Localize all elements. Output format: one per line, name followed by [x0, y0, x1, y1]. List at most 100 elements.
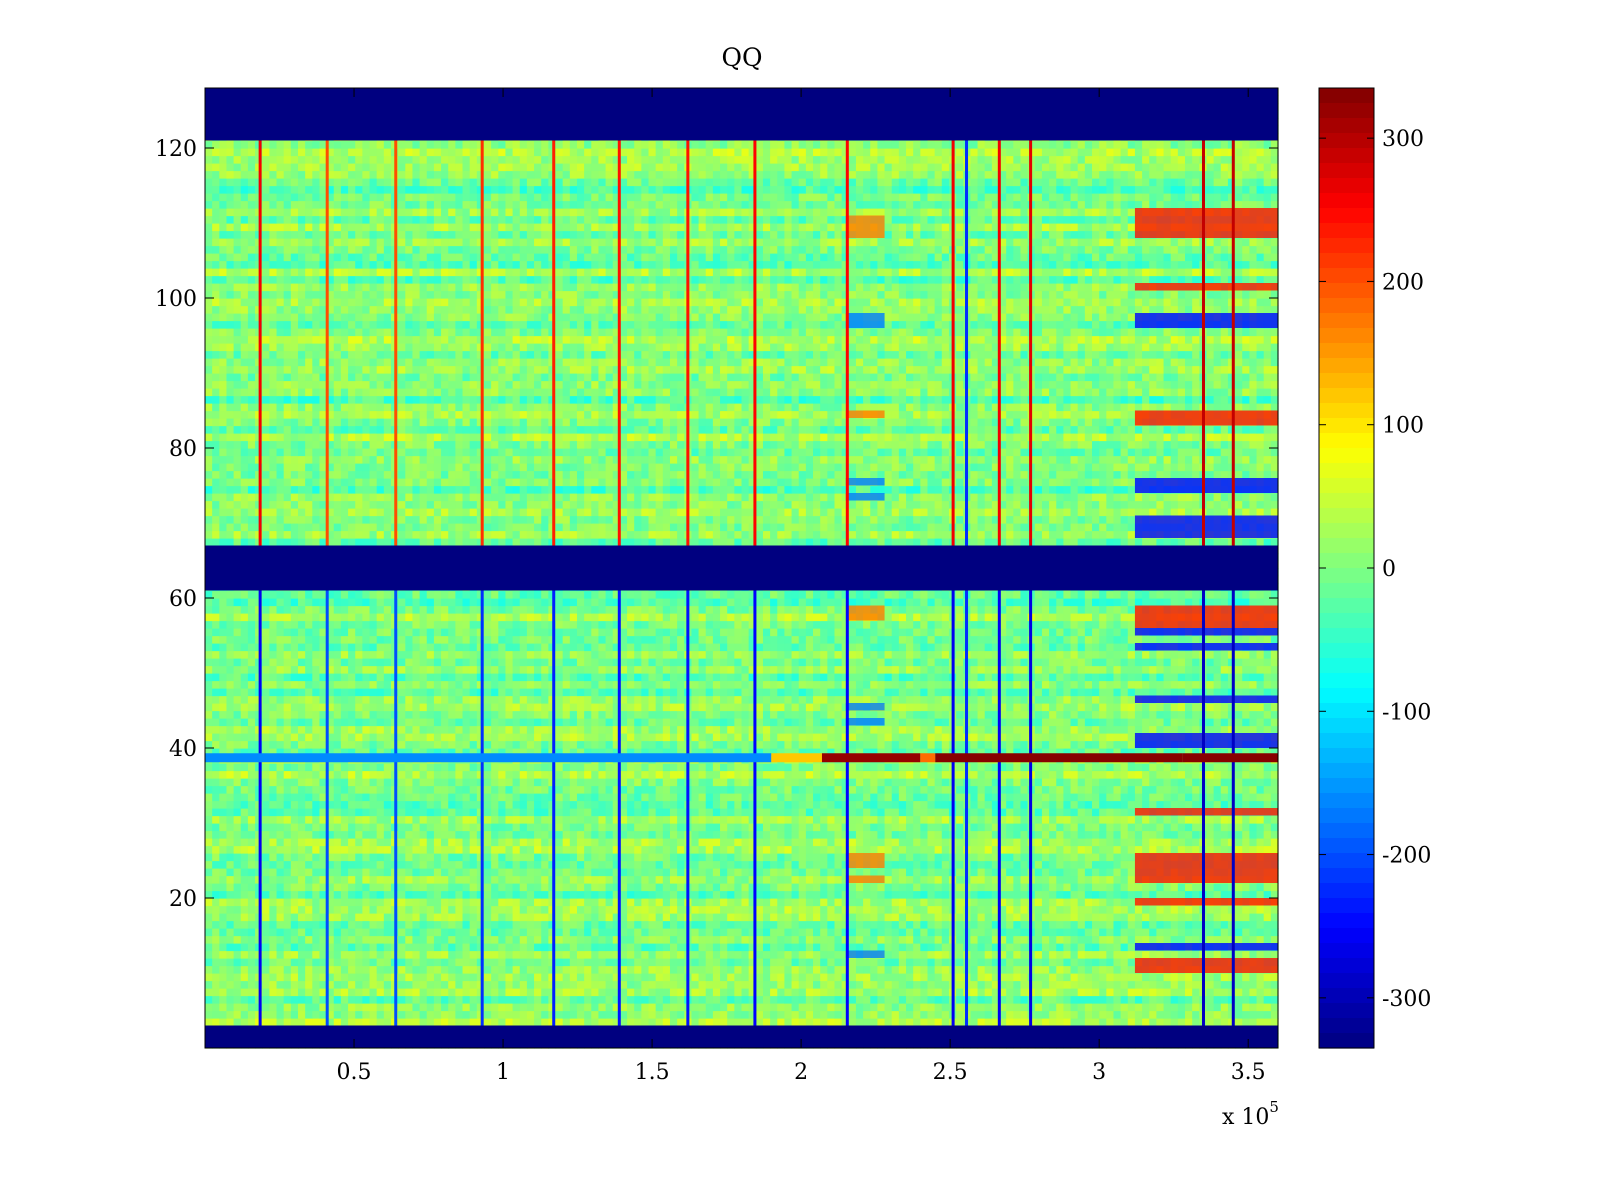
- heatmap-cell: [541, 980, 549, 989]
- heatmap-cell: [1206, 950, 1215, 959]
- heatmap-cell: [526, 830, 535, 839]
- heatmap-cell: [677, 988, 685, 997]
- heatmap-cell: [748, 913, 757, 922]
- heatmap-cell: [448, 913, 456, 922]
- heatmap-cell: [1127, 958, 1136, 967]
- heatmap-cell: [712, 860, 721, 869]
- heatmap-cell: [376, 823, 385, 832]
- heatmap-cell: [512, 973, 521, 982]
- heatmap-cell: [433, 823, 442, 832]
- heatmap-cell: [562, 890, 571, 899]
- heatmap-cell: [348, 1003, 356, 1012]
- heatmap-cell: [612, 1018, 621, 1027]
- heatmap-cell: [305, 823, 313, 832]
- heatmap-cell: [1013, 905, 1022, 914]
- heatmap-cell: [1249, 845, 1258, 854]
- heatmap-cell: [376, 808, 385, 817]
- heatmap-cell: [1034, 800, 1043, 809]
- heatmap-cell: [462, 905, 471, 914]
- heatmap-cell: [634, 898, 642, 907]
- heatmap-cell: [855, 868, 864, 877]
- heatmap-cell: [698, 823, 707, 832]
- heatmap-cell: [1177, 845, 1186, 854]
- heatmap-cell: [584, 890, 592, 899]
- heatmap-cell: [519, 853, 528, 862]
- heatmap-cell: [991, 1003, 1000, 1012]
- heatmap-cell: [312, 890, 321, 899]
- heatmap-cell: [784, 928, 793, 937]
- heatmap-cell: [884, 875, 893, 884]
- heatmap-cell: [891, 823, 900, 832]
- heatmap-cell: [383, 958, 392, 967]
- heatmap-cell: [1127, 920, 1136, 929]
- heatmap-cell: [441, 898, 449, 907]
- heatmap-cell: [219, 943, 228, 952]
- heatmap-cell: [720, 898, 728, 907]
- heatmap-cell: [233, 980, 242, 989]
- heatmap-cell: [1170, 830, 1179, 839]
- heatmap-cell: [562, 838, 571, 847]
- heatmap-cell: [1084, 950, 1093, 959]
- heatmap-cell: [562, 920, 571, 929]
- heatmap-cell: [219, 860, 228, 869]
- heatmap-cell: [1256, 1018, 1265, 1027]
- heatmap-cell: [1149, 913, 1157, 922]
- heatmap-cell: [970, 830, 979, 839]
- heatmap-cell: [691, 815, 700, 824]
- heatmap-cell: [297, 943, 306, 952]
- heatmap-cell: [927, 943, 936, 952]
- heatmap-cell: [734, 823, 743, 832]
- heatmap-cell: [212, 793, 220, 802]
- heatmap-cell: [448, 920, 456, 929]
- heatmap-cell: [777, 845, 786, 854]
- heatmap-cell: [805, 965, 814, 974]
- heatmap-cell: [984, 913, 993, 922]
- heatmap-cell: [906, 830, 914, 839]
- heatmap-cell: [455, 808, 464, 817]
- heatmap-cell: [305, 995, 313, 1004]
- heatmap-cell: [913, 815, 921, 824]
- heatmap-cell: [305, 943, 313, 952]
- heatmap-cell: [762, 928, 771, 937]
- heatmap-cell: [1063, 823, 1072, 832]
- heatmap-cell: [913, 845, 921, 854]
- heatmap-cell: [205, 845, 213, 854]
- heatmap-cell: [762, 808, 771, 817]
- heatmap-cell: [247, 898, 256, 907]
- heatmap-cell: [269, 905, 278, 914]
- heatmap-cell: [798, 898, 807, 907]
- heatmap-cell: [805, 838, 814, 847]
- heatmap-cell: [984, 943, 993, 952]
- heatmap-cell: [1249, 800, 1258, 809]
- heatmap-cell: [205, 860, 213, 869]
- heatmap-cell: [1127, 995, 1136, 1004]
- heatmap-cell: [662, 853, 671, 862]
- heatmap-cell: [348, 860, 356, 869]
- heatmap-cell: [1106, 950, 1115, 959]
- heatmap-cell: [1049, 958, 1057, 967]
- heatmap-cell: [863, 995, 871, 1004]
- heatmap-cell: [297, 845, 306, 854]
- heatmap-cell: [419, 815, 428, 824]
- heatmap-cell: [755, 958, 764, 967]
- heatmap-cell: [834, 823, 843, 832]
- heatmap-cell: [791, 800, 800, 809]
- heatmap-cell: [405, 793, 414, 802]
- heatmap-cell: [999, 830, 1007, 839]
- heatmap-cell: [641, 815, 650, 824]
- heatmap-cell: [1213, 995, 1222, 1004]
- heatmap-cell: [519, 943, 528, 952]
- heatmap-cell: [777, 1018, 786, 1027]
- heatmap-cell: [212, 1010, 220, 1019]
- heatmap-cell: [920, 815, 929, 824]
- heatmap-cell: [741, 890, 750, 899]
- heatmap-cell: [419, 808, 428, 817]
- heatmap-cell: [383, 1003, 392, 1012]
- heatmap-cell: [977, 830, 986, 839]
- heatmap-cell: [369, 853, 378, 862]
- heatmap-cell: [555, 808, 564, 817]
- heatmap-cell: [312, 973, 321, 982]
- heatmap-cell: [991, 950, 1000, 959]
- heatmap-cell: [748, 950, 757, 959]
- heatmap-cell: [297, 898, 306, 907]
